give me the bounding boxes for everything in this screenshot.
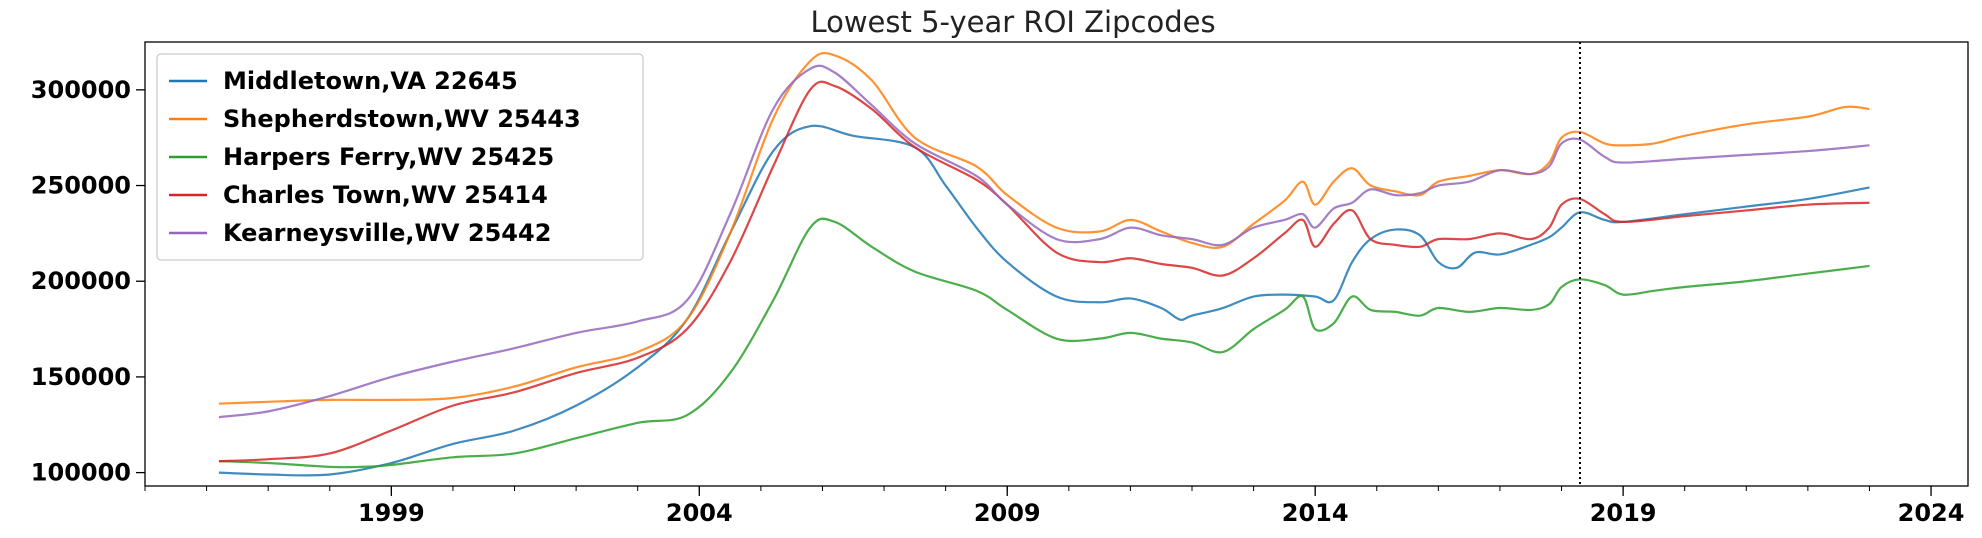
x-tick-label: 2009 [974,499,1041,527]
legend-label-4: Charles Town,WV 25414 [223,181,548,209]
chart-title: Lowest 5-year ROI Zipcodes [810,5,1215,39]
plot-area: 1999 2004 2009 2014 2019 2024 100000 150000 2000… [31,41,1969,527]
axes-frame [144,41,1969,487]
legend-label-1: Middletown,VA 22645 [223,67,518,95]
series-line-5 [218,64,1870,419]
x-tick-label: 2019 [1590,499,1657,527]
series-line-4 [218,80,1870,463]
legend-label-3: Harpers Ferry,WV 25425 [223,143,554,171]
y-tick-label: 100000 [31,459,131,487]
y-tick-label: 250000 [31,172,131,200]
series-line-3 [218,217,1870,469]
x-tick-label: 2004 [666,499,733,527]
y-tick-label: 150000 [31,363,131,391]
x-tick-label: 2014 [1282,499,1349,527]
legend: Middletown,VA 22645 Shepherdstown,WV 2544… [156,53,644,261]
x-tick-label: 1999 [358,499,425,527]
legend-box [156,53,644,261]
y-tick-label: 200000 [31,267,131,295]
y-tick-label: 300000 [31,76,131,104]
x-tick-label: 2024 [1898,499,1965,527]
legend-label-5: Kearneysville,WV 25442 [223,219,551,247]
series-lines [218,51,1870,477]
series-line-1 [218,124,1870,477]
legend-label-2: Shepherdstown,WV 25443 [223,105,581,133]
